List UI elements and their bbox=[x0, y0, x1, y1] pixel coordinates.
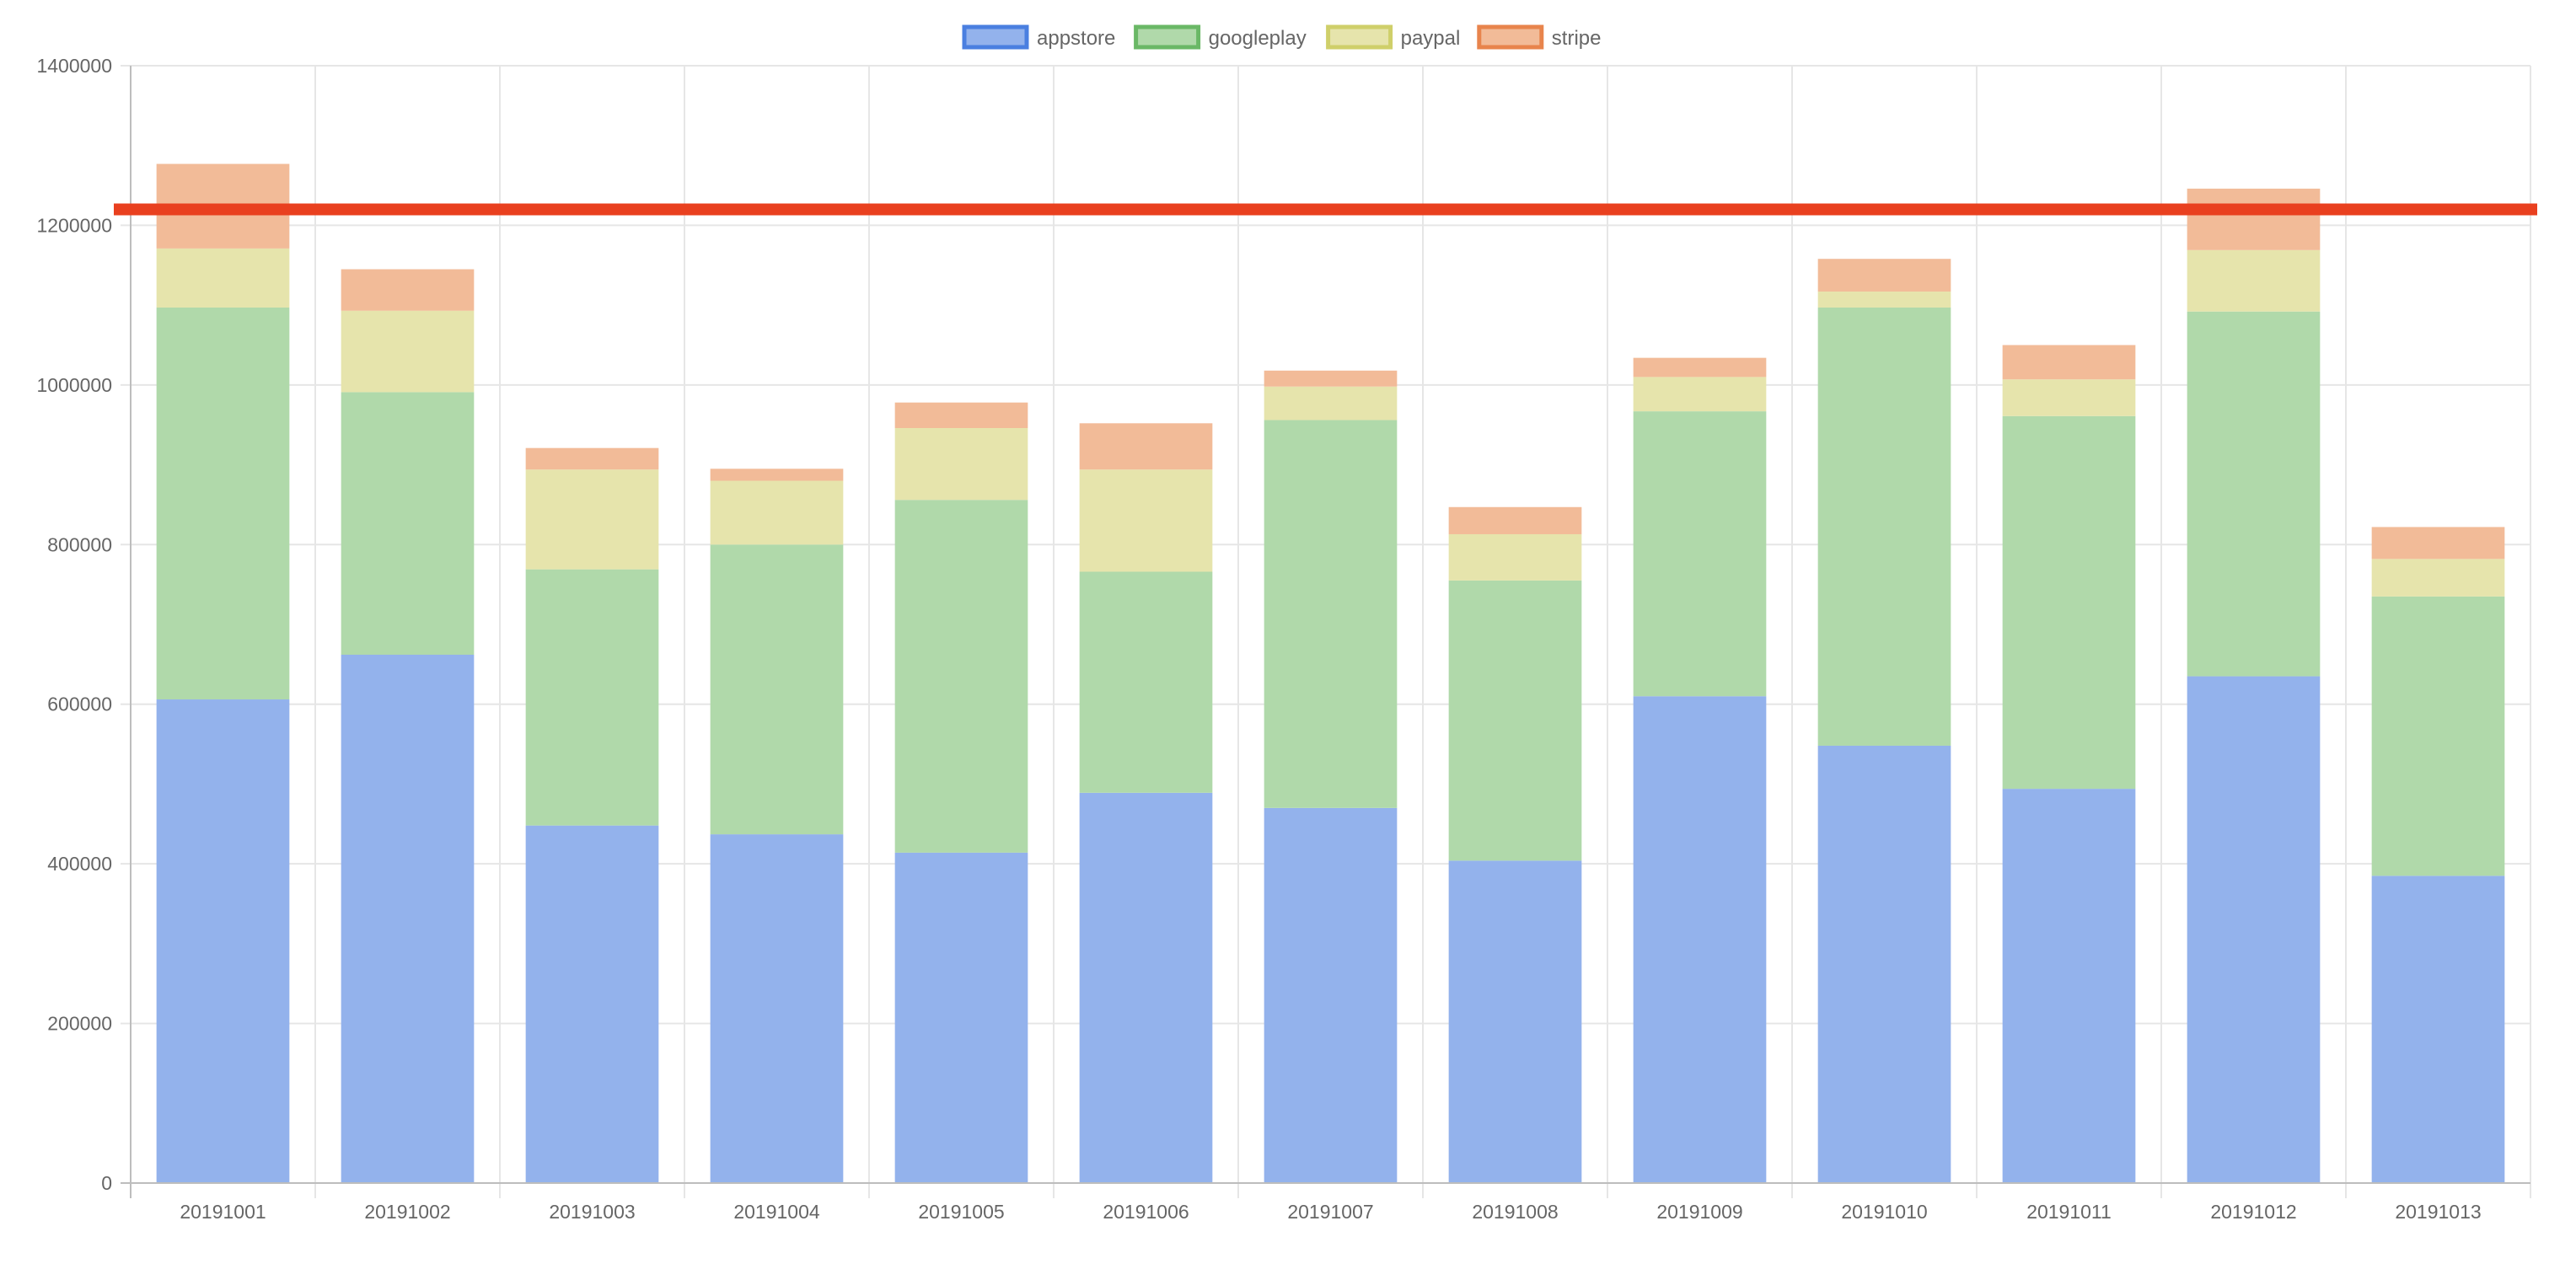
bar-appstore-20191004 bbox=[710, 834, 844, 1183]
y-tick-label: 1000000 bbox=[36, 374, 112, 396]
legend-item-appstore: appstore bbox=[962, 24, 1115, 50]
bar-stripe-20191006 bbox=[1079, 423, 1213, 470]
legend-swatch-googleplay bbox=[1134, 24, 1201, 50]
bar-paypal-20191003 bbox=[525, 469, 659, 570]
legend-label-stripe: stripe bbox=[1552, 27, 1602, 50]
x-tick-label: 20191001 bbox=[180, 1201, 266, 1223]
bar-stripe-20191011 bbox=[2002, 345, 2136, 380]
x-tick-label: 20191004 bbox=[733, 1201, 820, 1223]
bar-stripe-20191004 bbox=[710, 469, 844, 481]
y-tick-label: 0 bbox=[101, 1172, 112, 1194]
bar-appstore-20191010 bbox=[1817, 745, 1951, 1183]
bar-googleplay-20191008 bbox=[1448, 580, 1582, 861]
legend-swatch-paypal bbox=[1326, 24, 1393, 50]
bar-paypal-20191010 bbox=[1817, 292, 1951, 308]
bar-stripe-20191002 bbox=[341, 269, 475, 311]
bar-stripe-20191013 bbox=[2371, 527, 2505, 560]
legend: appstore googleplay paypal stripe bbox=[962, 24, 1602, 50]
x-tick-label: 20191003 bbox=[549, 1201, 635, 1223]
bar-paypal-20191001 bbox=[156, 248, 290, 308]
y-tick-label: 200000 bbox=[47, 1013, 112, 1035]
bar-stripe-20191005 bbox=[894, 402, 1028, 429]
bar-stripe-20191012 bbox=[2187, 188, 2321, 250]
x-tick-label: 20191010 bbox=[1841, 1201, 1927, 1223]
bar-googleplay-20191003 bbox=[525, 569, 659, 826]
bar-paypal-20191012 bbox=[2187, 249, 2321, 312]
x-tick-label: 20191008 bbox=[1472, 1201, 1558, 1223]
bar-googleplay-20191001 bbox=[156, 307, 290, 700]
legend-item-paypal: paypal bbox=[1326, 24, 1461, 50]
bar-googleplay-20191010 bbox=[1817, 307, 1951, 746]
y-tick-label: 1200000 bbox=[36, 214, 112, 236]
bar-googleplay-20191005 bbox=[894, 500, 1028, 853]
legend-swatch-stripe bbox=[1477, 24, 1544, 50]
bar-appstore-20191001 bbox=[156, 699, 290, 1183]
bar-appstore-20191013 bbox=[2371, 875, 2505, 1183]
bar-googleplay-20191011 bbox=[2002, 415, 2136, 790]
bar-stripe-20191007 bbox=[1264, 370, 1398, 387]
legend-swatch-appstore bbox=[962, 24, 1029, 50]
bar-paypal-20191004 bbox=[710, 480, 844, 545]
bar-googleplay-20191007 bbox=[1264, 420, 1398, 808]
x-tick-label: 20191009 bbox=[1656, 1201, 1742, 1223]
x-tick-label: 20191007 bbox=[1287, 1201, 1373, 1223]
bar-googleplay-20191009 bbox=[1633, 411, 1767, 697]
y-tick-label: 1400000 bbox=[36, 55, 112, 77]
bar-stripe-20191003 bbox=[525, 447, 659, 470]
bar-appstore-20191012 bbox=[2187, 676, 2321, 1183]
bar-googleplay-20191012 bbox=[2187, 311, 2321, 677]
bar-appstore-20191009 bbox=[1633, 696, 1767, 1183]
bar-stripe-20191008 bbox=[1448, 506, 1582, 534]
bar-paypal-20191009 bbox=[1633, 377, 1767, 412]
bar-paypal-20191002 bbox=[341, 310, 475, 393]
legend-label-googleplay: googleplay bbox=[1209, 27, 1307, 50]
x-tick-label: 20191005 bbox=[918, 1201, 1004, 1223]
bar-appstore-20191006 bbox=[1079, 792, 1213, 1183]
x-tick-label: 20191013 bbox=[2395, 1201, 2481, 1223]
bar-appstore-20191003 bbox=[525, 825, 659, 1183]
x-axis-ticks: 20191001 20191002 20191003 20191004 20191005… bbox=[180, 1201, 2481, 1223]
y-tick-label: 400000 bbox=[47, 853, 112, 875]
legend-label-paypal: paypal bbox=[1401, 27, 1461, 50]
bar-googleplay-20191006 bbox=[1079, 571, 1213, 793]
y-tick-label: 800000 bbox=[47, 533, 112, 555]
x-tick-label: 20191012 bbox=[2210, 1201, 2296, 1223]
x-tick-label: 20191011 bbox=[2026, 1201, 2112, 1223]
bar-googleplay-20191013 bbox=[2371, 596, 2505, 876]
legend-item-stripe: stripe bbox=[1477, 24, 1602, 50]
y-axis-ticks: 0 200000 400000 600000 800000 1000000 1200000 1… bbox=[36, 55, 112, 1194]
bar-stripe-20191009 bbox=[1633, 357, 1767, 377]
bar-stripe-20191010 bbox=[1817, 259, 1951, 292]
bar-googleplay-20191002 bbox=[341, 392, 475, 655]
bars bbox=[156, 163, 2505, 1183]
legend-item-googleplay: googleplay bbox=[1134, 24, 1307, 50]
bar-googleplay-20191004 bbox=[710, 544, 844, 835]
axes bbox=[121, 66, 2530, 1198]
bar-paypal-20191006 bbox=[1079, 469, 1213, 572]
bar-paypal-20191013 bbox=[2371, 559, 2505, 597]
bar-appstore-20191008 bbox=[1448, 860, 1582, 1183]
y-tick-label: 600000 bbox=[47, 693, 112, 715]
bar-paypal-20191007 bbox=[1264, 386, 1398, 420]
x-tick-label: 20191006 bbox=[1103, 1201, 1189, 1223]
bar-appstore-20191007 bbox=[1264, 807, 1398, 1183]
bar-appstore-20191002 bbox=[341, 654, 475, 1183]
bar-appstore-20191011 bbox=[2002, 789, 2136, 1183]
x-tick-label: 20191002 bbox=[364, 1201, 450, 1223]
bar-appstore-20191005 bbox=[894, 852, 1028, 1183]
bar-paypal-20191005 bbox=[894, 428, 1028, 501]
legend-label-appstore: appstore bbox=[1037, 27, 1115, 50]
bar-paypal-20191008 bbox=[1448, 533, 1582, 581]
bar-paypal-20191011 bbox=[2002, 379, 2136, 416]
